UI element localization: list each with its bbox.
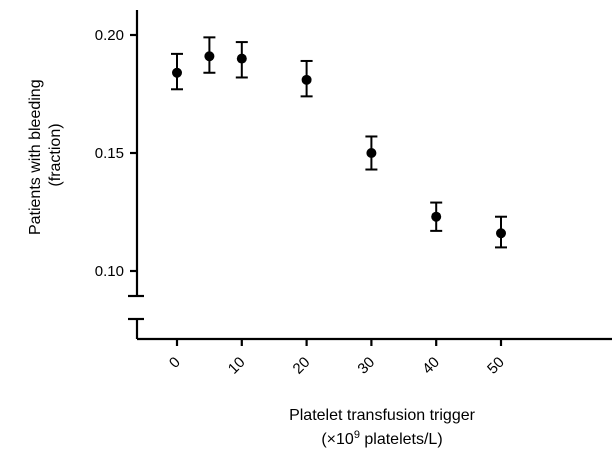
y-axis-title: Patients with bleeding (fraction) (27, 75, 64, 235)
x-tick-label: 0 (166, 354, 184, 372)
data-point (300, 59, 313, 98)
marker (431, 211, 442, 222)
x-axis: 0 10 20 30 40 50 (137, 337, 612, 378)
data-point (430, 201, 443, 232)
data-points (171, 36, 507, 249)
marker (301, 74, 312, 85)
x-axis-title: Platelet transfusion trigger (289, 407, 476, 424)
y-tick-label: 0.10 (95, 263, 124, 280)
y-axis: 0.10 0.15 0.20 (95, 10, 144, 339)
data-point (365, 135, 378, 171)
marker (366, 148, 377, 158)
y-tick-label: 0.20 (95, 27, 124, 44)
marker (172, 67, 182, 78)
y-tick-label: 0.15 (95, 145, 124, 162)
data-point (495, 215, 507, 249)
marker (496, 228, 506, 239)
x-axis-subtitle: (×109 platelets/L) (321, 429, 442, 448)
data-point (171, 52, 183, 91)
x-tick-label: 10 (225, 354, 249, 378)
marker (204, 51, 215, 62)
data-point (235, 41, 248, 79)
x-tick-label: 30 (354, 354, 378, 378)
marker (236, 53, 247, 64)
data-point (203, 36, 216, 74)
x-tick-label: 40 (419, 354, 443, 378)
x-tick-label: 20 (290, 354, 314, 378)
x-tick-label: 50 (484, 354, 508, 378)
